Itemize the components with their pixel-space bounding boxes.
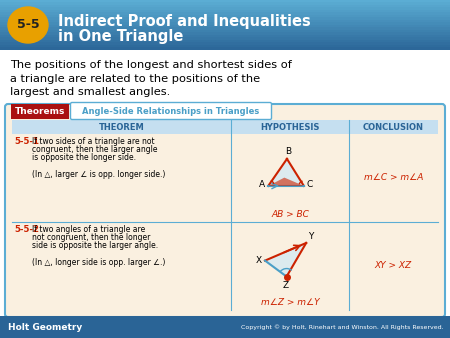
Text: (In △, larger ∠ is opp. longer side.): (In △, larger ∠ is opp. longer side.)	[32, 170, 166, 179]
Polygon shape	[265, 243, 306, 276]
Polygon shape	[268, 159, 304, 186]
Text: largest and smallest angles.: largest and smallest angles.	[10, 87, 170, 97]
Bar	[0, 4, 450, 7]
Text: congruent, then the larger angle: congruent, then the larger angle	[32, 145, 157, 154]
Bar	[0, 24, 450, 27]
Bar	[0, 9, 450, 13]
Text: not congruent, then the longer: not congruent, then the longer	[32, 233, 150, 242]
Text: C: C	[307, 180, 313, 189]
Text: side is opposite the larger angle.: side is opposite the larger angle.	[32, 241, 158, 250]
Bar	[0, 37, 450, 40]
Text: a triangle are related to the positions of the: a triangle are related to the positions …	[10, 73, 260, 83]
FancyBboxPatch shape	[71, 102, 271, 120]
Text: Y: Y	[308, 232, 314, 241]
Text: m∠C > m∠A: m∠C > m∠A	[364, 173, 423, 183]
Text: m∠Z > m∠Y: m∠Z > m∠Y	[261, 298, 319, 307]
FancyBboxPatch shape	[5, 104, 445, 317]
Bar	[0, 42, 450, 45]
Text: B: B	[285, 147, 291, 156]
Text: THEOREM: THEOREM	[99, 122, 144, 131]
Text: 5-5-1: 5-5-1	[14, 137, 39, 146]
Bar	[0, 32, 450, 35]
Bar	[12, 120, 438, 134]
Bar	[0, 20, 450, 23]
Text: Theorems: Theorems	[15, 107, 65, 116]
Bar	[0, 29, 450, 32]
Text: XY > XZ: XY > XZ	[375, 262, 412, 270]
Text: Angle-Side Relationships in Triangles: Angle-Side Relationships in Triangles	[82, 106, 260, 116]
Bar	[0, 316, 450, 338]
Bar	[0, 45, 450, 48]
Bar	[0, 12, 450, 15]
Bar	[0, 7, 450, 10]
Text: (In △, longer side is opp. larger ∠.): (In △, longer side is opp. larger ∠.)	[32, 258, 166, 267]
Text: The positions of the longest and shortest sides of: The positions of the longest and shortes…	[10, 60, 292, 70]
Text: 5-5: 5-5	[17, 19, 39, 31]
Ellipse shape	[8, 7, 48, 43]
Bar	[0, 15, 450, 18]
Text: HYPOTHESIS: HYPOTHESIS	[260, 122, 320, 131]
Bar	[0, 40, 450, 43]
Text: AB > BC: AB > BC	[271, 210, 309, 219]
Bar	[0, 34, 450, 38]
Text: If two angles of a triangle are: If two angles of a triangle are	[32, 225, 145, 234]
Bar	[0, 2, 450, 5]
Text: Z: Z	[283, 281, 288, 290]
Bar	[0, 47, 450, 50]
Bar	[0, 50, 450, 316]
Text: in One Triangle: in One Triangle	[58, 29, 184, 44]
Text: A: A	[259, 180, 265, 189]
Text: X: X	[256, 256, 262, 265]
Text: If two sides of a triangle are not: If two sides of a triangle are not	[32, 137, 155, 146]
Polygon shape	[268, 177, 304, 186]
FancyBboxPatch shape	[11, 104, 69, 119]
Text: CONCLUSION: CONCLUSION	[363, 122, 424, 131]
Text: Copyright © by Holt, Rinehart and Winston. All Rights Reserved.: Copyright © by Holt, Rinehart and Winsto…	[241, 324, 444, 330]
Bar	[0, 17, 450, 20]
Text: Holt Geometry: Holt Geometry	[8, 322, 82, 332]
Text: is opposite the longer side.: is opposite the longer side.	[32, 153, 136, 162]
Text: Indirect Proof and Inequalities: Indirect Proof and Inequalities	[58, 14, 311, 29]
Bar	[0, 22, 450, 25]
Text: 5-5-2: 5-5-2	[14, 225, 39, 234]
Bar	[0, 27, 450, 30]
Bar	[0, 0, 450, 2]
